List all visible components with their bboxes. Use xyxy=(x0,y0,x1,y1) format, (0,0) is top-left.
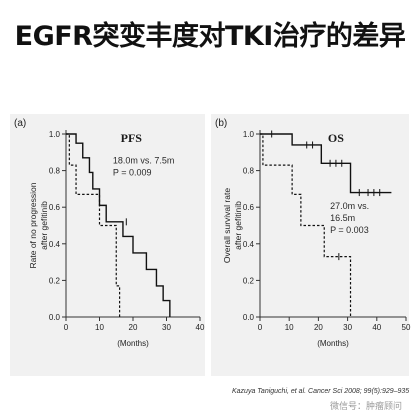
km-curve-solid xyxy=(260,133,392,194)
y-tick-label: 0.2 xyxy=(243,276,255,285)
km-curve-dashed xyxy=(66,133,121,317)
km-figure: 0.0 0.2 0.4 0.6 0.8 1.0 0 10 20 30 40 (a) PFS 18.0m v… xyxy=(8,112,412,390)
stat-annotation: P = 0.003 xyxy=(330,225,369,235)
y-axis-label: Overall survival rate xyxy=(222,188,232,263)
stat-annotation: P = 0.009 xyxy=(113,167,152,177)
y-tick-label: 0.0 xyxy=(243,313,255,322)
figure-citation: Kazuya Taniguchi, et al. Cancer Sci 2008… xyxy=(232,388,410,395)
km-figure-svg: 0.0 0.2 0.4 0.6 0.8 1.0 0 10 20 30 40 (a) PFS 18.0m v… xyxy=(10,114,411,376)
y-tick-label: 0.6 xyxy=(243,203,255,212)
km-panel-pfs: 0.0 0.2 0.4 0.6 0.8 1.0 0 10 20 30 40 (a) PFS 18.0m v… xyxy=(10,114,205,376)
x-tick-label: 40 xyxy=(372,323,381,332)
x-tick-label: 30 xyxy=(162,323,171,332)
x-tick-label: 0 xyxy=(258,323,263,332)
x-tick-label: 30 xyxy=(343,323,352,332)
panel-background xyxy=(211,114,409,376)
km-panel-os: 0.0 0.2 0.4 0.6 0.8 1.0 0 10 20 30 40 50 (b) OS 27.0m … xyxy=(211,114,411,376)
x-axis-label: (Months) xyxy=(317,339,349,348)
y-tick-label: 0.4 xyxy=(49,240,61,249)
y-axis-label: Rate of no progression xyxy=(28,182,38,268)
stat-annotation: 16.5m xyxy=(330,213,355,223)
y-tick-label: 1.0 xyxy=(49,130,61,139)
x-tick-label: 10 xyxy=(285,323,294,332)
stat-annotation: 18.0m vs. 7.5m xyxy=(113,155,175,165)
x-axis-label: (Months) xyxy=(117,339,149,348)
watermark-text: 微信号：肿瘤顾问 xyxy=(330,401,403,411)
y-tick-label: 0.4 xyxy=(243,240,255,249)
y-axis-label: after gefitinib xyxy=(233,201,243,250)
x-tick-label: 50 xyxy=(402,323,411,332)
y-tick-label: 0.6 xyxy=(49,203,61,212)
y-axis-label: after gefitinib xyxy=(39,201,49,250)
km-curve-solid xyxy=(66,133,171,317)
x-tick-label: 0 xyxy=(64,323,69,332)
x-tick-label: 40 xyxy=(196,323,205,332)
stat-annotation: 27.0m vs. xyxy=(330,201,369,211)
y-tick-label: 0.8 xyxy=(49,167,61,176)
panel-background xyxy=(10,114,205,376)
chart-title: PFS xyxy=(121,131,143,145)
panel-letter: (b) xyxy=(215,118,227,129)
y-tick-label: 0.0 xyxy=(49,313,61,322)
x-tick-label: 20 xyxy=(314,323,323,332)
y-tick-label: 1.0 xyxy=(243,130,255,139)
slide-title: EGFR突变丰度对TKI治疗的差异 xyxy=(14,21,406,52)
chart-title: OS xyxy=(328,131,344,145)
km-curve-dashed xyxy=(260,133,352,317)
x-tick-label: 10 xyxy=(95,323,104,332)
y-tick-label: 0.2 xyxy=(49,276,61,285)
y-tick-label: 0.8 xyxy=(243,167,255,176)
x-tick-label: 20 xyxy=(129,323,138,332)
panel-letter: (a) xyxy=(14,118,26,129)
